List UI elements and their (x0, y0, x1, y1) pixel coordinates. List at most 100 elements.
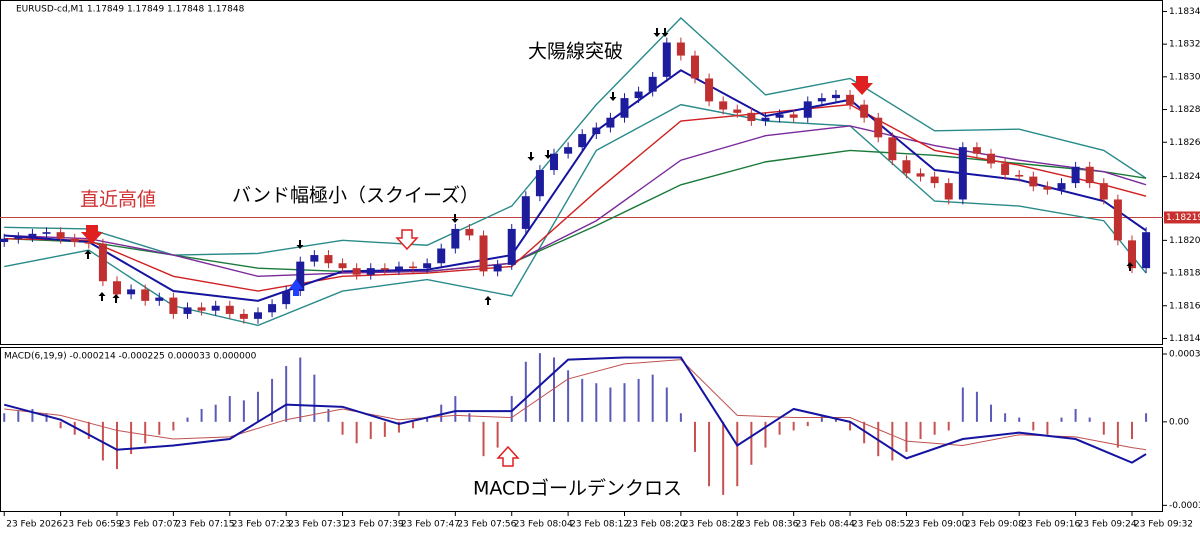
candle-body (1015, 174, 1024, 177)
candle-body (620, 98, 629, 118)
candle-body (775, 114, 784, 118)
x-tick-label: 23 Feb 07:15 (175, 520, 234, 530)
x-tick-label: 23 Feb 09:16 (1021, 520, 1080, 530)
x-tick-label: 23 Feb 09:32 (1134, 520, 1193, 530)
candle-body (423, 263, 432, 269)
candle-body (690, 55, 699, 79)
y-tick-label: 1.18185 (1169, 269, 1200, 279)
candle-body (507, 228, 516, 265)
x-tick-label: 23 Feb 07:31 (288, 520, 347, 530)
candle-body (183, 307, 192, 314)
candle-body (592, 127, 601, 135)
x-tick-label: 23 Feb 06:59 (63, 520, 122, 530)
candle-body (972, 147, 981, 154)
candle-body (493, 264, 502, 272)
candle-body (1085, 166, 1094, 184)
annotation: 大陽線突破 (528, 41, 623, 63)
x-tick-label: 23 Feb 07:56 (457, 520, 516, 530)
candle-body (860, 104, 869, 118)
candle-body (1142, 232, 1151, 269)
candle-body (113, 281, 122, 295)
candle-body (606, 117, 615, 128)
y-tick-label: 1.18244 (1169, 172, 1200, 182)
candle-body (578, 134, 587, 148)
x-tick-label: 23 Feb 2026 (6, 520, 62, 530)
blue-up-arrow (289, 279, 303, 296)
y-tick-label: 1.18345 (1169, 7, 1200, 17)
x-tick-label: 23 Feb 09:00 (908, 520, 967, 530)
candle-body (705, 78, 714, 102)
candle-body (98, 243, 107, 282)
red-down-arrow (851, 76, 873, 95)
candle-body (84, 241, 93, 244)
candle-body (127, 289, 136, 295)
x-tick-label: 23 Feb 08:12 (570, 520, 629, 530)
x-tick-label: 23 Feb 08:36 (739, 520, 798, 530)
macd-title: MACD(6,19,9) -0.000214 -0.000225 0.00003… (4, 352, 257, 362)
hollow-up-arrow (496, 445, 520, 467)
x-tick-label: 23 Feb 07:39 (345, 520, 404, 530)
candle-body (253, 312, 262, 319)
x-tick-label: 23 Feb 07:47 (401, 520, 460, 530)
candle-body (239, 313, 248, 319)
candle-body (944, 183, 953, 200)
candle-body (380, 268, 389, 270)
y-tick-label: 1.18325 (1169, 40, 1200, 50)
hollow-down-arrow (395, 229, 419, 251)
y-tick-label: -0.000389 (1169, 501, 1200, 511)
candle-body (70, 238, 79, 242)
candle-body (42, 232, 51, 234)
candle-body (282, 291, 291, 305)
signal-arrows (81, 28, 1134, 467)
candle-body (987, 153, 996, 164)
candle-body (733, 109, 742, 113)
chart-title: EURUSD-cd,M1 1.17849 1.17849 1.17848 1.1… (16, 5, 245, 15)
candle-body (958, 147, 967, 200)
macd-line (3, 356, 1147, 464)
candle-body (1043, 186, 1052, 190)
candle-body (451, 228, 460, 249)
candle-body (409, 266, 418, 269)
x-tick-label: 23 Feb 08:04 (514, 520, 573, 530)
candle-body (437, 248, 446, 264)
y-tick-label: 1.18205 (1169, 236, 1200, 246)
candle-body (550, 153, 559, 171)
candle-body (874, 117, 883, 138)
candle-body (1029, 176, 1038, 187)
candle-body (846, 94, 855, 105)
x-tick-label: 23 Feb 07:07 (119, 520, 178, 530)
candle-body (761, 117, 770, 121)
y-tick-label: 1.18145 (1169, 334, 1200, 344)
candle-body (648, 76, 657, 92)
candle-body (902, 160, 911, 174)
current-price-box (1164, 211, 1200, 224)
x-tick-label: 23 Feb 08:52 (852, 520, 911, 530)
main-pane-frame (0, 0, 1163, 345)
candle-body (141, 289, 150, 301)
candle-body (888, 137, 897, 161)
macd-pane-frame (0, 347, 1163, 512)
candle-body (1071, 166, 1080, 184)
candle-body (1001, 163, 1010, 175)
candle-body (831, 94, 840, 99)
x-tick-label: 23 Feb 09:08 (965, 520, 1024, 530)
candle-body (719, 101, 728, 110)
candle-body (155, 297, 164, 301)
y-tick-label: 1.18165 (1169, 301, 1200, 311)
candle-body (366, 268, 375, 275)
annotation: 直近高値 (80, 189, 156, 211)
candle-body (930, 176, 939, 184)
candle-body (225, 305, 234, 314)
y-tick-label: 1.18285 (1169, 105, 1200, 115)
candle-body (296, 261, 305, 292)
candle-body (1057, 183, 1066, 190)
x-tick-label: 23 Feb 07:23 (232, 520, 291, 530)
y-tick-label: 1.18265 (1169, 138, 1200, 148)
candle-body (324, 255, 333, 264)
candle-body (394, 266, 403, 270)
plot-layer: 1.18345 1.18325 1.18305 1.18285 1.18265 1.182… (0, 7, 1200, 530)
x-tick-label: 23 Feb 08:28 (683, 520, 742, 530)
macd-line (4, 359, 1147, 451)
